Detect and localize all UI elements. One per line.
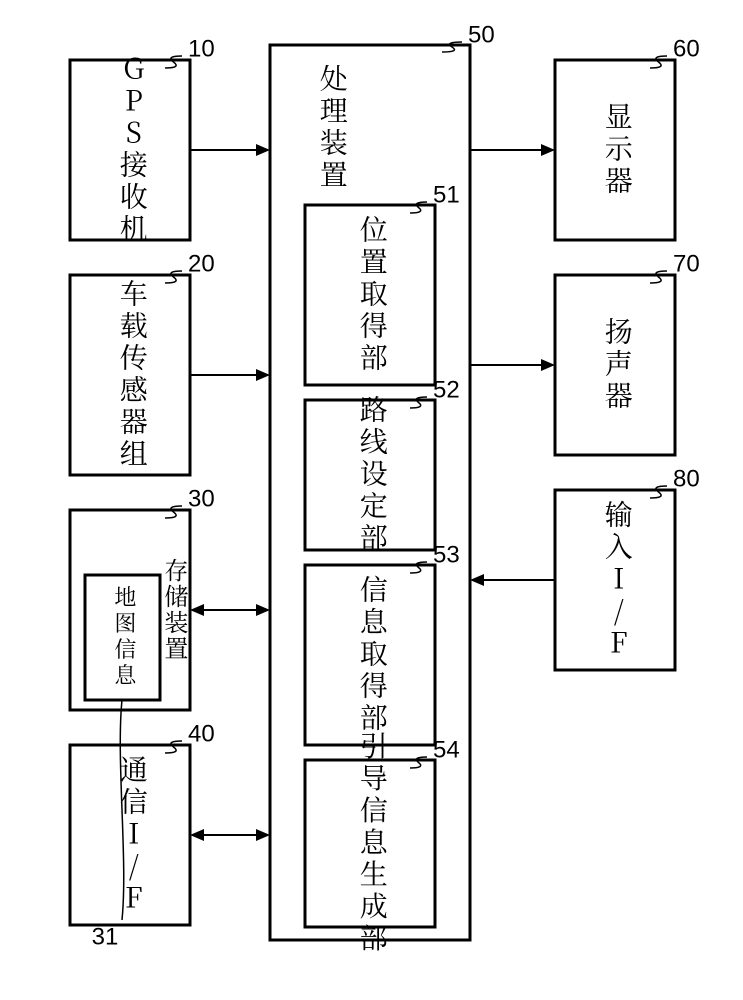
display-label: 显示器 [599, 102, 639, 198]
storage-ref: 30 [188, 485, 215, 512]
guide-ref: 54 [433, 736, 460, 763]
proc-label: 处理装置 [314, 64, 354, 192]
speaker-ref: 70 [673, 250, 700, 277]
mapinfo-ref: 31 [92, 923, 119, 950]
input-label: 输入I/F [599, 500, 639, 660]
sensor-ref: 20 [188, 250, 215, 277]
guide-label: 引导信息生成部 [354, 731, 394, 955]
route-ref: 52 [433, 376, 460, 403]
input-ref: 80 [673, 465, 700, 492]
comm-ref: 40 [188, 720, 215, 747]
info-label: 信息取得部 [354, 575, 394, 735]
gps-ref: 10 [188, 35, 215, 62]
speaker-label: 扬声器 [599, 317, 639, 413]
mapinfo-label: 地图信息 [110, 586, 141, 690]
storage-label: 存储装置 [159, 558, 194, 662]
info-ref: 53 [433, 541, 460, 568]
display-ref: 60 [673, 35, 700, 62]
comm-label: 通信I/F [114, 755, 154, 915]
route-label: 路线设定部 [354, 395, 394, 555]
pos-label: 位置取得部 [354, 215, 394, 375]
pos-ref: 51 [433, 181, 460, 208]
gps-label: GPS接收机 [114, 54, 154, 246]
sensor-label: 车载传感器组 [114, 279, 154, 471]
proc-ref: 50 [468, 21, 495, 48]
